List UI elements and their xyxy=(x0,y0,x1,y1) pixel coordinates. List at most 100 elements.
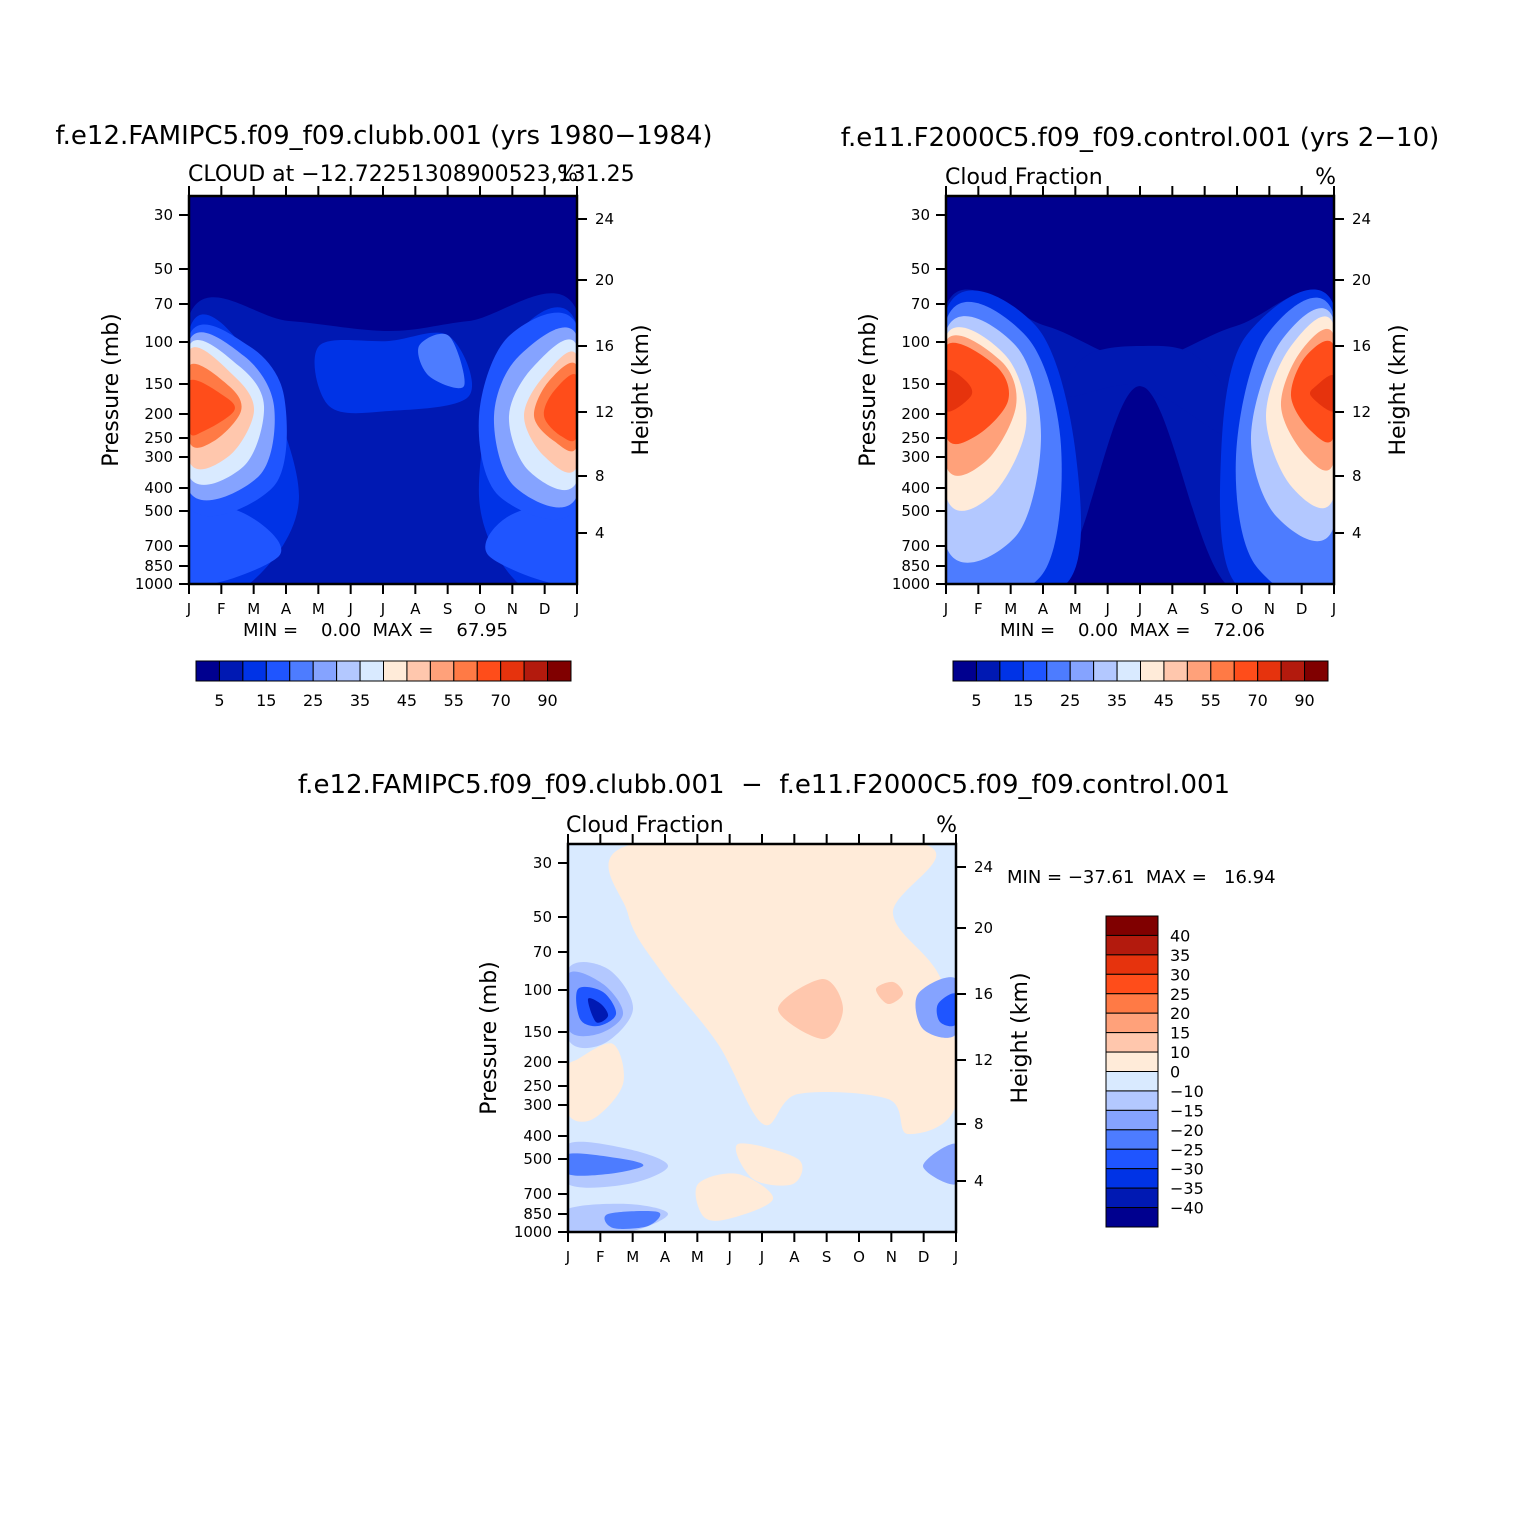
panel-1-y2-tick-label: 12 xyxy=(595,403,614,421)
panel-2-colorbar-box xyxy=(1069,660,1095,682)
panel-3-colorbar-label: −40 xyxy=(1170,1199,1204,1218)
panel-2-y-tick-label: 250 xyxy=(901,429,930,447)
panel-1-colorbar-label: 25 xyxy=(303,691,323,710)
panel-1-x-tick-label: J xyxy=(380,600,385,618)
panel-2-y-tick-label: 150 xyxy=(901,375,930,393)
panel-3-x-tick-label: M xyxy=(691,1248,704,1266)
panel-3-y-tick-label: 30 xyxy=(533,854,552,872)
panel-3-x-tick-label: A xyxy=(789,1248,800,1266)
panel-2-units: % xyxy=(1315,165,1336,190)
panel-3-min-max: MIN = −37.61 MAX = 16.94 xyxy=(1007,867,1276,888)
panel-3-y2-tick-label: 12 xyxy=(974,1051,993,1069)
panel-3-contour-level xyxy=(568,1043,624,1122)
panel-2-y-tick-label: 300 xyxy=(901,448,930,466)
panel-3-y-tick-label: 300 xyxy=(523,1096,552,1114)
panel-2-x-tick-label: O xyxy=(1231,600,1243,618)
panel-2-colorbar-label: 35 xyxy=(1107,691,1127,710)
panel-2-y-tick-label: 850 xyxy=(901,557,930,575)
panel-1-ylabel: Pressure (mb) xyxy=(99,313,124,467)
panel-1-colorbar: 5 15 25 35 45 55 70 90 xyxy=(195,660,572,710)
panel-1-y-tick-label: 200 xyxy=(144,405,173,423)
panel-3-contour-level xyxy=(735,1143,803,1186)
panel-3-contour-level xyxy=(875,981,904,1005)
panel-3-y2-tick-label: 8 xyxy=(974,1115,984,1133)
panel-1-contour-level xyxy=(189,379,235,436)
panel-3-x-tick-label: O xyxy=(853,1248,865,1266)
panel-3-colorbar-box xyxy=(1105,1109,1159,1131)
panel-1-x-tick-label: J xyxy=(186,600,191,618)
panel-2-x-tick-label: D xyxy=(1296,600,1308,618)
panel-2-x-tick-label: M xyxy=(1004,600,1017,618)
panel-3-colorbar-label: 30 xyxy=(1170,965,1190,984)
panel-1-y-tick-label: 100 xyxy=(144,333,173,351)
panel-3-subtitle: Cloud Fraction xyxy=(566,813,724,838)
panel-3-colorbar-label: 10 xyxy=(1170,1043,1190,1062)
panel-3-colorbar-label: −20 xyxy=(1170,1121,1204,1140)
panel-2-contour-level xyxy=(1063,345,1244,438)
panel-2-y-tick-label: 50 xyxy=(911,260,930,278)
panel-2-contour-level xyxy=(946,342,1009,445)
panel-1-x-tick-label: J xyxy=(347,600,352,618)
panel-1-x-tick-label: N xyxy=(507,600,518,618)
panel-1-colorbar-label: 55 xyxy=(444,691,464,710)
panel-1-y-tick-label: 250 xyxy=(144,429,173,447)
panel-2-colorbar-box xyxy=(1304,660,1329,682)
panel-2-colorbar-box xyxy=(1022,660,1048,682)
panel-3-colorbar-label: −10 xyxy=(1170,1082,1204,1101)
panel-2-colorbar-label: 70 xyxy=(1248,691,1268,710)
panel-2-x-tick-label: N xyxy=(1264,600,1275,618)
panel-1-colorbar-box xyxy=(523,660,549,682)
panel-1-colorbar-box xyxy=(547,660,572,682)
panel-2-contour-field xyxy=(946,196,1334,584)
panel-3-y-tick-label: 50 xyxy=(533,908,552,926)
panel-2-colorbar-label: 15 xyxy=(1013,691,1033,710)
panel-1-x-tick-label: M xyxy=(247,600,260,618)
panel-1-colorbar-box xyxy=(312,660,338,682)
panel-2-colorbar-box xyxy=(1140,660,1165,682)
panel-1-colorbar-box xyxy=(265,660,291,682)
panel-2-min-max: MIN = 0.00 MAX = 72.06 xyxy=(1000,620,1265,641)
panel-1-y-tick-label: 150 xyxy=(144,375,173,393)
panel-1-y-tick-label: 1000 xyxy=(135,575,173,593)
panel-3-y-tick-label: 700 xyxy=(523,1185,552,1203)
panel-3-contour-level xyxy=(587,998,609,1023)
panel-3-y-tick-label: 500 xyxy=(523,1150,552,1168)
panel-2-x-tick-label: M xyxy=(1069,600,1082,618)
panel-1-y2-tick-label: 16 xyxy=(595,337,614,355)
panel-3-y2-tick-label: 24 xyxy=(974,858,993,876)
panel-2-colorbar-box xyxy=(1257,660,1282,682)
panel-3-colorbar-box xyxy=(1105,1148,1159,1170)
panel-3-x-tick-label: J xyxy=(726,1248,731,1266)
panel-1: f.e12.FAMIPC5.f09_f09.clubb.001 (yrs 198… xyxy=(55,121,712,710)
panel-3-colorbar-box xyxy=(1105,1032,1159,1053)
panel-1-colorbar-box xyxy=(242,660,267,682)
panel-1-colorbar-label: 70 xyxy=(491,691,511,710)
panel-2: f.e11.F2000C5.f09_f09.control.001 (yrs 2… xyxy=(841,123,1440,710)
panel-3-y-tick-label: 70 xyxy=(533,943,552,961)
panel-2-y2-tick-label: 24 xyxy=(1352,210,1371,228)
panel-2-y-tick-label: 200 xyxy=(901,405,930,423)
panel-3-y2-tick-label: 4 xyxy=(974,1172,984,1190)
panel-1-colorbar-label: 35 xyxy=(350,691,370,710)
panel-1-y-tick-label: 500 xyxy=(144,502,173,520)
panel-1-x-tick-label: J xyxy=(574,600,579,618)
panel-3-colorbar-box xyxy=(1105,915,1159,936)
panel-2-y2-tick-label: 20 xyxy=(1352,271,1371,289)
panel-2-colorbar-box xyxy=(999,660,1024,682)
panel-1-colorbar-box xyxy=(453,660,478,682)
panel-3-contour-level xyxy=(923,1143,956,1185)
panel-3-y2-tick-label: 16 xyxy=(974,985,993,1003)
panel-2-x-tick-label: J xyxy=(1331,600,1336,618)
panel-1-units: % xyxy=(557,162,578,187)
panel-2-colorbar-box xyxy=(975,660,1001,682)
panel-1-x-tick-label: A xyxy=(281,600,292,618)
panel-2-colorbar-box xyxy=(1186,660,1212,682)
panel-1-title: f.e12.FAMIPC5.f09_f09.clubb.001 (yrs 198… xyxy=(55,121,712,151)
panel-2-colorbar-box xyxy=(1280,660,1306,682)
panel-3-contour-level xyxy=(695,1173,774,1221)
panel-2-ylabel-right: Height (km) xyxy=(1386,324,1411,455)
panel-2-x-tick-label: J xyxy=(943,600,948,618)
panel-1-colorbar-label: 15 xyxy=(256,691,276,710)
